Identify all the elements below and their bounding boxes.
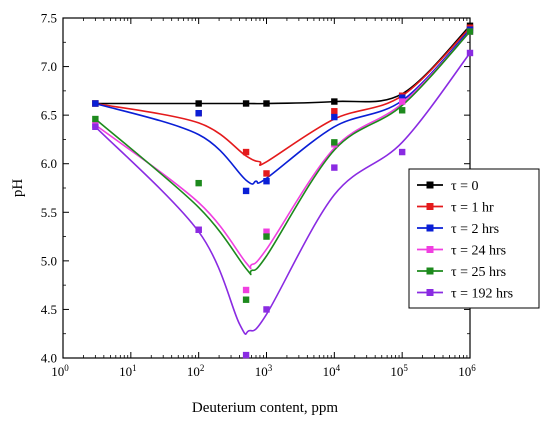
data-points xyxy=(92,22,474,359)
legend-label-series-2: τ = 2 hrs xyxy=(451,222,499,237)
y-tick-label: 7.0 xyxy=(41,59,57,74)
x-tick-label: 101 xyxy=(119,363,137,379)
x-tick-label: 106 xyxy=(458,363,476,379)
data-point-series-2 xyxy=(92,100,99,107)
data-point-series-0 xyxy=(331,98,338,105)
legend-label-series-0: τ = 0 xyxy=(451,179,479,194)
data-point-series-2 xyxy=(195,110,202,117)
x-tick-label: 100 xyxy=(51,363,69,379)
fit-curve-series-4 xyxy=(94,31,471,276)
legend-marker-series-3 xyxy=(426,246,434,253)
y-tick-label: 5.0 xyxy=(41,253,57,268)
y-axis-title: pH xyxy=(10,179,26,198)
data-point-series-2 xyxy=(398,94,406,101)
legend-marker-series-1 xyxy=(426,203,434,210)
data-point-series-4 xyxy=(398,107,406,114)
legend-label-series-3: τ = 24 hrs xyxy=(451,244,506,259)
data-point-series-5 xyxy=(263,306,270,313)
data-point-series-5 xyxy=(466,49,474,57)
data-point-series-2 xyxy=(263,178,270,185)
data-point-series-1 xyxy=(331,108,338,115)
legend-label-series-1: τ = 1 hr xyxy=(451,201,494,216)
legend-marker-series-4 xyxy=(426,267,434,275)
data-point-series-0 xyxy=(195,100,202,107)
data-point-series-3 xyxy=(263,228,270,235)
legend-label-series-4: τ = 25 hrs xyxy=(451,265,506,280)
x-tick-label: 105 xyxy=(390,363,408,379)
x-axis-title: Deuterium content, ppm xyxy=(192,400,339,416)
data-point-series-0 xyxy=(242,100,250,107)
data-point-series-1 xyxy=(242,148,250,156)
fit-curve-series-3 xyxy=(94,31,471,270)
data-point-series-2 xyxy=(242,187,250,195)
fit-curves xyxy=(94,25,471,335)
legend-marker-series-5 xyxy=(426,289,434,296)
legend-marker-series-0 xyxy=(426,181,434,189)
data-point-series-2 xyxy=(331,113,338,121)
data-point-series-0 xyxy=(263,100,270,107)
data-point-series-4 xyxy=(331,139,338,146)
x-tick-label: 103 xyxy=(255,363,273,379)
data-point-series-5 xyxy=(398,148,406,156)
axes: 100 101 102 103 104 105 106 4.0 4.5 5.0 5.5 6.0 6.5 7… xyxy=(41,11,477,380)
legend-marker-series-2 xyxy=(426,224,434,232)
data-point-series-5 xyxy=(242,351,250,359)
y-tick-label: 7.5 xyxy=(41,11,57,26)
data-point-series-4 xyxy=(242,296,250,303)
y-tick-label: 6.0 xyxy=(41,156,57,171)
legend-box xyxy=(408,168,540,309)
data-point-series-4 xyxy=(466,28,474,35)
data-point-series-4 xyxy=(263,233,270,240)
data-point-series-5 xyxy=(195,226,202,233)
y-tick-label: 6.5 xyxy=(41,108,57,123)
x-tick-label: 104 xyxy=(323,363,341,379)
x-tick-label: 102 xyxy=(187,363,205,379)
y-tick-label: 4.5 xyxy=(41,302,57,317)
data-point-series-3 xyxy=(398,98,406,105)
data-point-series-4 xyxy=(92,115,99,123)
y-tick-label: 5.5 xyxy=(41,205,57,220)
legend: τ = 0 τ = 1 hr τ = 2 hrs τ = 24 hrs τ = 25 h… xyxy=(408,168,540,309)
data-point-series-5 xyxy=(92,123,99,130)
data-point-series-1 xyxy=(263,170,270,177)
legend-label-series-5: τ = 192 hrs xyxy=(451,287,513,302)
data-point-series-5 xyxy=(331,164,338,171)
data-point-series-3 xyxy=(242,286,250,294)
data-point-series-4 xyxy=(195,179,202,187)
y-tick-label: 4.0 xyxy=(41,351,57,366)
